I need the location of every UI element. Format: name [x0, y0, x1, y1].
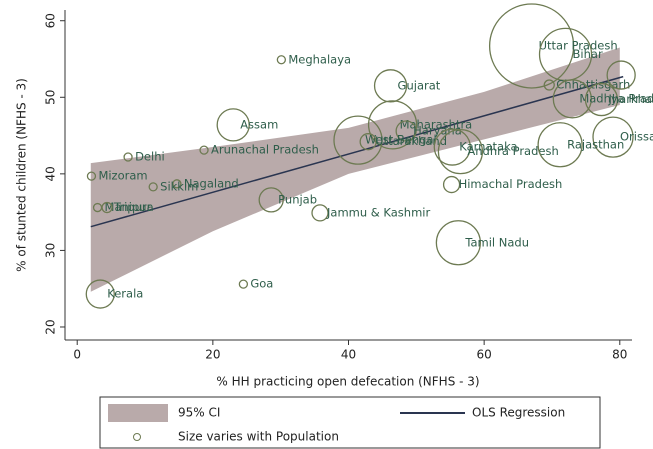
point-label: Arunachal Pradesh — [211, 143, 319, 157]
point-label: Mizoram — [98, 169, 147, 183]
point-label: Madhya Pradesh — [579, 91, 653, 105]
y-tick-label: 50 — [44, 90, 58, 105]
bubble — [435, 220, 482, 266]
bubble — [543, 79, 555, 91]
bubble — [333, 115, 383, 165]
bubble — [86, 171, 97, 181]
bubble — [311, 204, 329, 222]
legend-swatch — [108, 404, 168, 422]
legend-label: OLS Regression — [472, 406, 565, 420]
point-label: Rajasthan — [567, 137, 624, 151]
bubble — [258, 187, 284, 213]
bubble — [537, 122, 583, 168]
y-axis-label: % of stunted children (NFHS - 3) — [15, 78, 29, 272]
bubble — [437, 128, 484, 175]
bubble — [442, 175, 461, 194]
y-tick-label: 30 — [44, 243, 58, 258]
point-label: Haryana — [413, 123, 462, 137]
x-tick-label: 80 — [612, 348, 627, 362]
point-label: Jammu & Kashmir — [326, 205, 430, 219]
point-label: Kerala — [107, 287, 143, 301]
bubble — [172, 179, 182, 189]
point-label: Orissa — [620, 130, 653, 144]
bubble — [488, 3, 575, 89]
bubble — [276, 55, 287, 65]
point-label: Andhra Pradesh — [467, 144, 558, 158]
point-label: Karnataka — [459, 140, 517, 154]
point-label: West Bengal — [365, 133, 437, 147]
bubble — [359, 133, 377, 151]
point-label: Himachal Pradesh — [459, 177, 563, 191]
point-label: Uttarakhand — [375, 134, 447, 148]
legend-swatch — [133, 433, 141, 441]
bubble — [606, 60, 636, 90]
bubble — [148, 182, 158, 192]
bubble — [584, 82, 619, 117]
bubble — [216, 108, 250, 142]
bubble — [101, 201, 113, 214]
x-axis-label: % HH practicing open defecation (NFHS - … — [216, 375, 479, 389]
x-tick-label: 20 — [205, 348, 220, 362]
point-label: Delhi — [135, 150, 165, 164]
point-label: Maharashtra — [400, 117, 473, 131]
x-tick-label: 0 — [73, 348, 81, 362]
bubble — [367, 100, 418, 150]
x-tick-label: 60 — [477, 348, 492, 362]
bubble — [433, 128, 471, 166]
legend-label: 95% CI — [178, 406, 220, 420]
y-tick-label: 40 — [44, 166, 58, 181]
point-label: Uttar Pradesh — [539, 38, 618, 52]
point-label: Goa — [250, 277, 273, 291]
y-tick-label: 20 — [44, 319, 58, 334]
point-label: Tamil Nadu — [464, 235, 529, 249]
legend-label: Size varies with Population — [178, 430, 339, 444]
point-label: Tripura — [113, 200, 154, 214]
point-label: Bihar — [573, 47, 603, 61]
point-label: Meghalaya — [288, 52, 351, 66]
point-label: Punjab — [278, 192, 317, 206]
bubble — [373, 69, 408, 103]
bubble — [395, 120, 417, 142]
point-label: Gujarat — [398, 78, 441, 92]
bubble — [85, 279, 115, 309]
bubble — [199, 145, 209, 155]
point-label: Jharkhand — [607, 92, 653, 106]
bubble — [123, 152, 133, 162]
legend — [99, 396, 601, 449]
bubble — [552, 79, 592, 119]
point-label: Manipur — [105, 200, 152, 214]
bubble — [238, 279, 249, 289]
point-label: Sikkim — [160, 179, 198, 193]
regression-line — [90, 75, 624, 228]
y-tick-label: 60 — [44, 13, 58, 28]
point-label: Nagaland — [184, 176, 239, 190]
point-label: Assam — [240, 117, 278, 131]
bubble — [592, 116, 634, 158]
x-tick-label: 40 — [341, 348, 356, 362]
ci-band — [90, 47, 620, 292]
